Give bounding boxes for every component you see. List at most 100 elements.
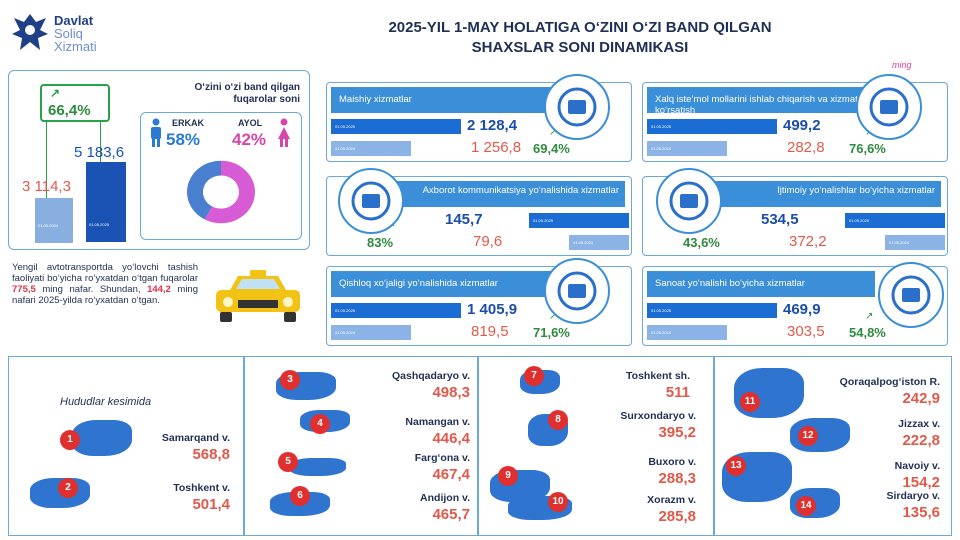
bar-2025: 01.05.2025 xyxy=(331,303,461,318)
male-percent: 58% xyxy=(166,130,201,149)
region-name: Surxondaryo v. xyxy=(620,410,696,422)
region-value: 222,8 xyxy=(902,432,940,449)
region-number-badge: 3 xyxy=(280,370,300,390)
region-name: Samarqand v. xyxy=(161,432,230,444)
region-value: 465,7 xyxy=(432,506,470,523)
value-2024: 282,8 xyxy=(787,139,825,156)
sector-header xyxy=(331,271,559,297)
taxi-note: Yengil avtotransportda yo‘lovchi tashish… xyxy=(12,262,198,306)
sector-header xyxy=(647,271,875,297)
region-value: 285,8 xyxy=(658,508,696,525)
date-2024: 01.05.2024 xyxy=(573,240,594,245)
male-slice xyxy=(186,160,221,220)
value-2025: 2 128,4 xyxy=(467,117,518,134)
dining-plate-icon xyxy=(856,74,922,140)
bar-2024: 01.05.2024 xyxy=(331,325,411,340)
computer-gear-icon xyxy=(338,168,404,234)
region-value: 446,4 xyxy=(432,430,470,447)
value-2024: 79,6 xyxy=(473,233,503,250)
growth-arrow-icon: ↗ xyxy=(865,311,874,322)
region-number-badge: 6 xyxy=(290,486,310,506)
date-2024: 01.05.2024 xyxy=(651,146,672,151)
region-number-badge: 7 xyxy=(524,366,544,386)
growth-percent: 54,8% xyxy=(849,325,886,340)
growth-box xyxy=(40,84,110,122)
region-value: 511 xyxy=(665,384,690,401)
female-label: AYOL xyxy=(238,118,263,128)
male-label: ERKAK xyxy=(172,118,205,128)
region-name: Qoraqalpog‘iston R. xyxy=(839,376,940,388)
sector-header xyxy=(647,87,875,113)
value-2025: 469,9 xyxy=(783,301,821,318)
region-name: Xorazm v. xyxy=(647,494,696,506)
cleaning-supplies-icon xyxy=(544,74,610,140)
region-value: 154,2 xyxy=(902,474,940,491)
sector-title: Axborot kommunikatsiya yo‘nalishida xizm… xyxy=(422,185,619,196)
date-2024: 01.05.2024 xyxy=(651,330,672,335)
taxi-icon xyxy=(216,270,300,322)
regions-heading: Hududlar kesimida xyxy=(60,396,152,408)
value-2025: 145,7 xyxy=(445,211,483,228)
bar-2025: 01.05.2025 xyxy=(331,119,461,134)
bar-2025: 01.05.2025 xyxy=(86,162,126,242)
value-2024: 303,5 xyxy=(787,323,825,340)
value-2025: 499,2 xyxy=(783,117,821,134)
region-value: 395,2 xyxy=(658,424,696,441)
logo: Davlat Soliq Xizmati xyxy=(10,8,150,58)
region-name: Buxoro v. xyxy=(648,456,696,468)
region-number-badge: 9 xyxy=(498,466,518,486)
value-2024: 819,5 xyxy=(471,323,509,340)
connector-line xyxy=(100,120,101,162)
sector-title: Sanoat yo‘nalishi bo‘yicha xizmatlar xyxy=(655,278,805,289)
sector-title: Qishloq xo‘jaligi yo‘nalishida xizmatlar xyxy=(339,278,498,289)
region-name: Jizzax v. xyxy=(898,418,940,430)
region-map-shape xyxy=(290,458,346,476)
date-2025: 01.05.2025 xyxy=(651,308,672,313)
growth-percent: 83% xyxy=(367,235,394,250)
region-number-badge: 12 xyxy=(798,426,818,446)
value-2025: 1 405,9 xyxy=(467,301,518,318)
bar-2025: 01.05.2025 xyxy=(529,213,629,228)
gender-panel xyxy=(140,112,302,240)
region-name: Qashqadaryo v. xyxy=(391,370,470,382)
region-value: 568,8 xyxy=(192,446,230,463)
region-name: Navoiy v. xyxy=(894,460,940,472)
bar-2025: 01.05.2025 xyxy=(647,303,777,318)
bar-2025: 01.05.2025 xyxy=(647,119,777,134)
bar-2024: 01.05.2024 xyxy=(647,325,727,340)
shovel-icon xyxy=(544,258,610,324)
region-number-badge: 2 xyxy=(58,478,78,498)
bar-2024: 01.05.2024 xyxy=(35,198,73,243)
sector-title: Ijtimoiy yo‘nalishlar bo‘yicha xizmatlar xyxy=(777,185,935,196)
date-2025: 01.05.2025 xyxy=(335,124,356,129)
region-name: Namangan v. xyxy=(405,416,470,428)
brick-wall-icon xyxy=(878,262,944,328)
region-number-badge: 1 xyxy=(60,430,80,450)
growth-arrow-icon: ↗ xyxy=(50,86,61,100)
growth-arrow-icon: ↗ xyxy=(549,311,558,322)
value-2024: 1 256,8 xyxy=(471,139,522,156)
growth-percent: 66,4% xyxy=(48,102,91,119)
region-number-badge: 13 xyxy=(726,456,746,476)
logo-text: Davlat Soliq Xizmati xyxy=(54,13,97,54)
growth-arrow-icon: ↗ xyxy=(549,127,558,138)
sector-header xyxy=(713,181,941,207)
region-value: 242,9 xyxy=(902,390,940,407)
bar-2024: 01.05.2024 xyxy=(885,235,945,250)
sector-title: Xalq iste’mol mollarini ishlab chiqarish… xyxy=(655,94,869,116)
bar-2024: 01.05.2024 xyxy=(647,141,727,156)
value-2024: 372,2 xyxy=(789,233,827,250)
growth-percent: 71,6% xyxy=(533,325,570,340)
male-icon xyxy=(151,118,161,147)
date-2024: 01.05.2024 xyxy=(335,330,356,335)
date-2024: 01.05.2024 xyxy=(335,146,356,151)
unit-label: ming xyxy=(892,60,912,70)
bar-2024: 01.05.2024 xyxy=(331,141,411,156)
region-value: 498,3 xyxy=(432,384,470,401)
region-value: 135,6 xyxy=(902,504,940,521)
growth-percent: 76,6% xyxy=(849,141,886,156)
sewing-machine-icon xyxy=(656,168,722,234)
gender-title: O‘zini o‘zi band qilgan fuqarolar soni xyxy=(194,82,300,105)
region-map-shape xyxy=(72,420,132,456)
region-name: Toshkent v. xyxy=(173,482,230,494)
